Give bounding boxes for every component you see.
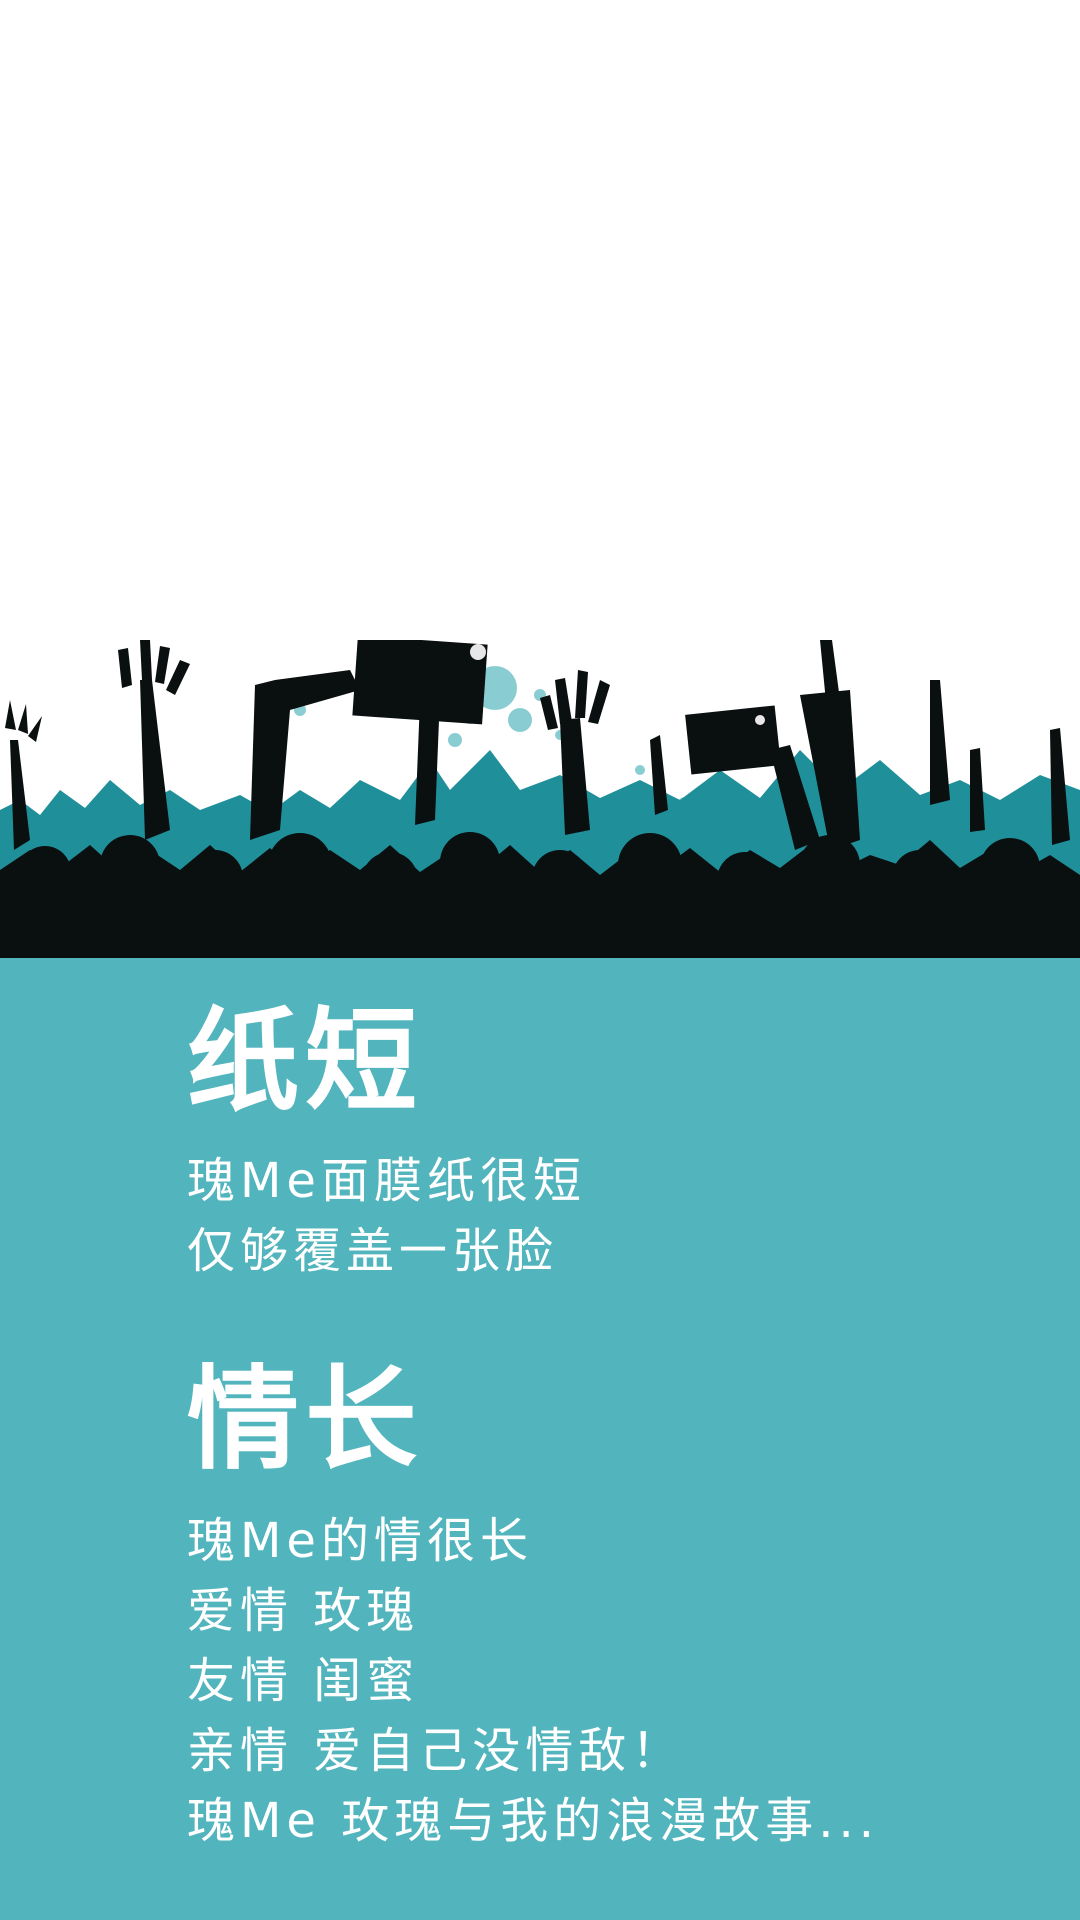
section-paper-short-text: 瑰Me面膜纸很短 仅够覆盖一张脸 <box>187 1146 586 1286</box>
text-line: 瑰Me面膜纸很短 <box>187 1153 586 1209</box>
section-love-long-text: 瑰Me的情很长 爱情 玫瑰 友情 闺蜜 亲情 爱自己没情敌！ 瑰Me 玫瑰与我的… <box>187 1506 879 1856</box>
heading-love-long: 情长 <box>187 1355 423 1485</box>
text-line: 仅够覆盖一张脸 <box>187 1223 559 1279</box>
heading-paper-short: 纸短 <box>187 997 423 1127</box>
concert-crowd-silhouette <box>0 640 1080 960</box>
section-paper-short: 纸短 瑰Me面膜纸很短 仅够覆盖一张脸 <box>187 1000 586 1286</box>
text-line: 友情 闺蜜 <box>187 1653 420 1709</box>
camera-flash <box>470 644 765 725</box>
text-line: 亲情 爱自己没情敌！ <box>187 1723 685 1779</box>
black-front-crowd <box>0 640 1080 960</box>
text-line: 瑰Me的情很长 <box>187 1513 533 1569</box>
text-line: 瑰Me 玫瑰与我的浪漫故事... <box>187 1793 879 1849</box>
teal-content-panel <box>0 958 1080 1920</box>
section-love-long: 情长 瑰Me的情很长 爱情 玫瑰 友情 闺蜜 亲情 爱自己没情敌！ 瑰Me 玫瑰… <box>187 1358 879 1856</box>
text-line: 爱情 玫瑰 <box>187 1583 420 1639</box>
